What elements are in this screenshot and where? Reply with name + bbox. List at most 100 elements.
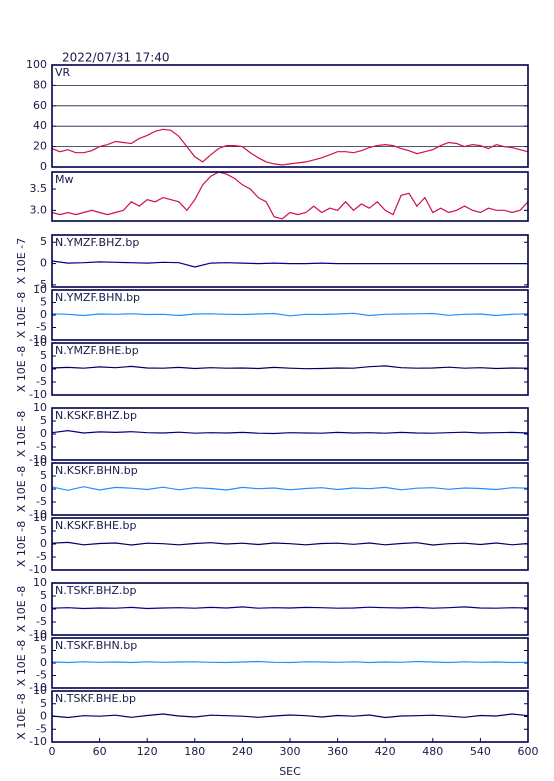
y-tick-label: 0 (40, 710, 47, 723)
y-tick-label: 20 (33, 140, 47, 153)
x-tick-label: 600 (518, 745, 539, 758)
panel-title: N.YMZF.BHZ.bp (55, 236, 139, 249)
panel-frame (51, 462, 529, 516)
y-tick-label: 10 (33, 283, 47, 296)
y-axis-label: X 10E -8 (15, 466, 28, 512)
y-tick-label: 100 (26, 58, 47, 71)
x-tick-label: 0 (49, 745, 56, 758)
y-tick-label: -10 (29, 388, 47, 401)
y-tick-label: -10 (29, 453, 47, 466)
line (52, 606, 528, 610)
y-tick-label: 0 (40, 362, 47, 375)
y-tick-label: 5 (40, 235, 47, 248)
line (52, 260, 528, 268)
y-tick-label: 0 (40, 160, 47, 173)
x-axis-label: SEC (279, 765, 301, 778)
panel-frame (51, 234, 529, 288)
y-tick-label: 5 (40, 469, 47, 482)
y-tick-label: 5 (40, 524, 47, 537)
y-tick-label: 5 (40, 589, 47, 602)
panel-frame (51, 171, 529, 222)
y-tick-label: 0 (40, 308, 47, 321)
panel-title: N.KSKF.BHE.bp (55, 519, 136, 532)
y-tick-label: -10 (29, 333, 47, 346)
y-tick-label: 0 (40, 482, 47, 495)
y-axis-label: X 10E -7 (15, 238, 28, 284)
line (52, 172, 528, 220)
y-tick-label: -5 (36, 550, 47, 563)
y-tick-label: 0 (40, 656, 47, 669)
panel-frame (51, 582, 529, 636)
y-tick-label: -5 (36, 278, 47, 291)
y-tick-label: -10 (29, 563, 47, 576)
y-axis-label: X 10E -8 (15, 411, 28, 457)
y-tick-label: 5 (40, 296, 47, 309)
y-tick-label: 60 (33, 99, 47, 112)
panel-frame (51, 517, 529, 571)
y-tick-label: 0 (40, 602, 47, 615)
panel-title: Mw (55, 173, 74, 186)
x-tick-label: 420 (375, 745, 396, 758)
y-tick-label: 0 (40, 257, 47, 270)
y-tick-label: -10 (29, 508, 47, 521)
y-axis-label: X 10E -8 (15, 292, 28, 338)
y-tick-label: 80 (33, 78, 47, 91)
x-tick-label: 540 (470, 745, 491, 758)
y-tick-label: -5 (36, 495, 47, 508)
y-axis-label: X 10E -8 (15, 693, 28, 739)
timestamp: 2022/07/31 17:40 (62, 51, 170, 65)
panel-title: N.YMZF.BHE.bp (55, 344, 139, 357)
line (52, 541, 528, 546)
x-tick-label: 240 (232, 745, 253, 758)
y-tick-label: -10 (29, 735, 47, 748)
panel-frame (51, 407, 529, 461)
x-tick-label: 480 (422, 745, 443, 758)
x-tick-label: 180 (184, 745, 205, 758)
y-tick-label: -10 (29, 628, 47, 641)
panel-frame (51, 342, 529, 396)
line (52, 312, 528, 317)
y-tick-label: 5 (40, 697, 47, 710)
y-axis-label: X 10E -8 (15, 346, 28, 392)
y-tick-label: 5 (40, 349, 47, 362)
panel-title: N.TSKF.BHE.bp (55, 692, 136, 705)
y-tick-label: 40 (33, 119, 47, 132)
line (52, 486, 528, 491)
y-tick-label: -5 (36, 722, 47, 735)
line (52, 365, 528, 370)
y-tick-label: -5 (36, 321, 47, 334)
y-tick-label: -5 (36, 669, 47, 682)
y-axis-label: X 10E -8 (15, 640, 28, 686)
y-tick-label: 5 (40, 414, 47, 427)
y-tick-label: 3.0 (30, 203, 48, 216)
line (52, 713, 528, 719)
y-tick-label: 10 (33, 684, 47, 697)
panel-frame (51, 289, 529, 341)
panel-title: N.KSKF.BHN.bp (55, 464, 138, 477)
line (52, 128, 528, 166)
panel-title: N.KSKF.BHZ.bp (55, 409, 137, 422)
y-tick-label: 0 (40, 537, 47, 550)
x-tick-label: 300 (280, 745, 301, 758)
y-tick-label: 5 (40, 644, 47, 657)
y-tick-label: 10 (33, 511, 47, 524)
panel-title: N.TSKF.BHZ.bp (55, 584, 137, 597)
x-tick-label: 360 (327, 745, 348, 758)
y-tick-label: 0 (40, 427, 47, 440)
x-tick-label: 120 (137, 745, 158, 758)
x-tick-label: 60 (93, 745, 107, 758)
y-tick-label: 3.5 (30, 182, 48, 195)
y-tick-label: -5 (36, 375, 47, 388)
y-tick-label: -10 (29, 681, 47, 694)
y-tick-label: -5 (36, 615, 47, 628)
y-tick-label: -5 (36, 440, 47, 453)
line (52, 429, 528, 435)
y-tick-label: 10 (33, 401, 47, 414)
y-tick-label: 10 (33, 336, 47, 349)
panel-frame (51, 64, 529, 168)
line (52, 660, 528, 664)
panel-title: VR (55, 66, 71, 79)
y-tick-label: 10 (33, 631, 47, 644)
